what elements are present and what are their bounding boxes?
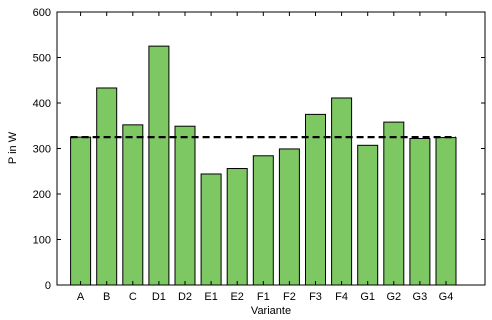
x-tick-label: D2 xyxy=(178,291,192,303)
y-tick-label: 600 xyxy=(33,7,51,19)
y-tick-label: 200 xyxy=(33,189,51,201)
x-tick-label: A xyxy=(77,291,85,303)
bar-f1 xyxy=(252,155,274,286)
y-axis: 0 100 200 300 400 500 600 xyxy=(33,7,485,292)
bar-a xyxy=(70,136,92,286)
x-tick-label: G1 xyxy=(360,291,375,303)
bar-d2 xyxy=(174,125,196,286)
x-tick-label: B xyxy=(103,291,110,303)
y-tick-label: 100 xyxy=(33,235,51,247)
x-tick-label: E1 xyxy=(204,291,217,303)
x-tick-label: G2 xyxy=(386,291,401,303)
x-tick-label: E2 xyxy=(230,291,243,303)
x-tick-label: G3 xyxy=(413,291,428,303)
bar-f2 xyxy=(278,148,300,286)
bar-b xyxy=(96,87,118,286)
x-tick-label: F3 xyxy=(309,291,322,303)
y-axis-label: P in W xyxy=(7,131,19,164)
bar-e2 xyxy=(226,168,248,286)
x-axis-label: Variante xyxy=(251,305,291,317)
bar-g4 xyxy=(435,137,457,286)
y-tick-label: 300 xyxy=(33,144,51,156)
bar-g1 xyxy=(357,144,379,286)
x-tick-label: F2 xyxy=(283,291,296,303)
bars xyxy=(70,45,457,286)
bar-d1 xyxy=(148,45,170,286)
bar-f3 xyxy=(305,113,326,286)
y-tick-label: 0 xyxy=(45,280,51,292)
y-tick-label: 500 xyxy=(33,53,51,65)
bar-g2 xyxy=(383,121,405,286)
bar-f4 xyxy=(331,97,353,286)
x-tick-label: F1 xyxy=(257,291,270,303)
x-axis: A B C D1 D2 E1 E2 F1 F2 F3 F4 G1 G2 G3 G4 xyxy=(77,12,453,303)
bar-c xyxy=(122,124,144,286)
x-tick-label: G4 xyxy=(439,291,454,303)
x-tick-label: C xyxy=(129,291,137,303)
x-tick-label: F4 xyxy=(335,291,348,303)
x-tick-label: D1 xyxy=(152,291,166,303)
bar-g3 xyxy=(409,137,431,286)
y-tick-label: 400 xyxy=(33,98,51,110)
bar-e1 xyxy=(200,173,222,286)
